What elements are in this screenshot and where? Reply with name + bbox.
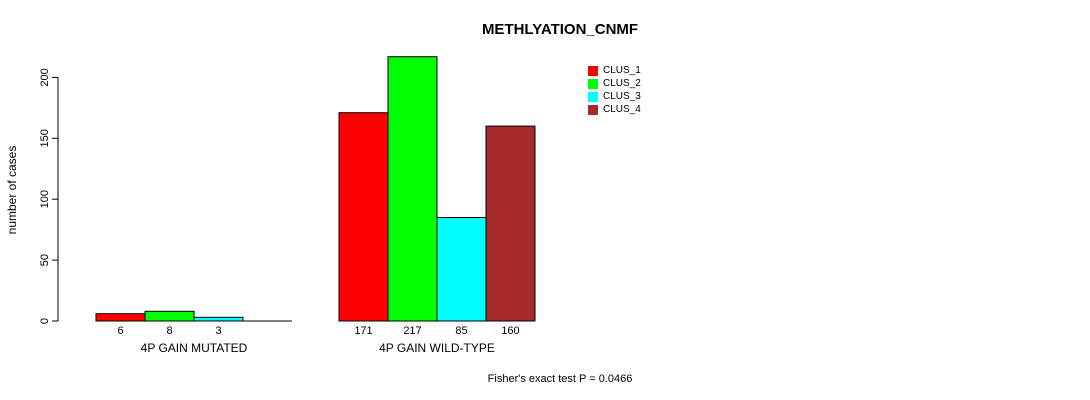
legend-label: CLUS_4 (603, 104, 641, 115)
legend-swatch (588, 91, 598, 102)
y-tick-label: 200 (39, 68, 51, 86)
legend-item: CLUS_2 (588, 77, 641, 90)
legend-label: CLUS_1 (603, 65, 641, 76)
bar (387, 56, 438, 322)
y-tick-label: 150 (39, 129, 51, 147)
legend-label: CLUS_2 (603, 78, 641, 89)
legend-label: CLUS_3 (603, 91, 641, 102)
y-tick-label: 0 (39, 318, 51, 324)
bar (193, 316, 244, 322)
bar-value-label: 217 (403, 325, 421, 337)
bar-value-label: 160 (501, 325, 519, 337)
group-label: 4P GAIN WILD-TYPE (379, 341, 495, 355)
bar-value-label: 171 (354, 325, 372, 337)
bar (144, 310, 195, 322)
bar-value-label: 8 (166, 325, 172, 337)
chart-title: METHLYATION_CNMF (481, 21, 639, 38)
group-label: 4P GAIN MUTATED (141, 341, 248, 355)
y-tick-label: 50 (39, 254, 51, 266)
legend-item: CLUS_4 (588, 103, 641, 116)
legend: CLUS_1 CLUS_2 CLUS_3 CLUS_4 (588, 64, 641, 116)
bar-value-label: 3 (215, 325, 221, 337)
bar (436, 217, 487, 322)
y-tick-label: 100 (39, 190, 51, 208)
bar-value-label: 6 (117, 325, 123, 337)
fisher-test-annotation: Fisher's exact test P = 0.0466 (487, 373, 633, 385)
legend-swatch (588, 78, 598, 89)
bar (485, 125, 536, 322)
y-axis-label: number of cases (5, 146, 19, 235)
legend-swatch (588, 65, 598, 76)
bar (338, 112, 389, 322)
bar (95, 313, 146, 322)
bar-value-label: 85 (455, 325, 467, 337)
legend-swatch (588, 104, 598, 115)
legend-item: CLUS_3 (588, 90, 641, 103)
legend-item: CLUS_1 (588, 64, 641, 77)
